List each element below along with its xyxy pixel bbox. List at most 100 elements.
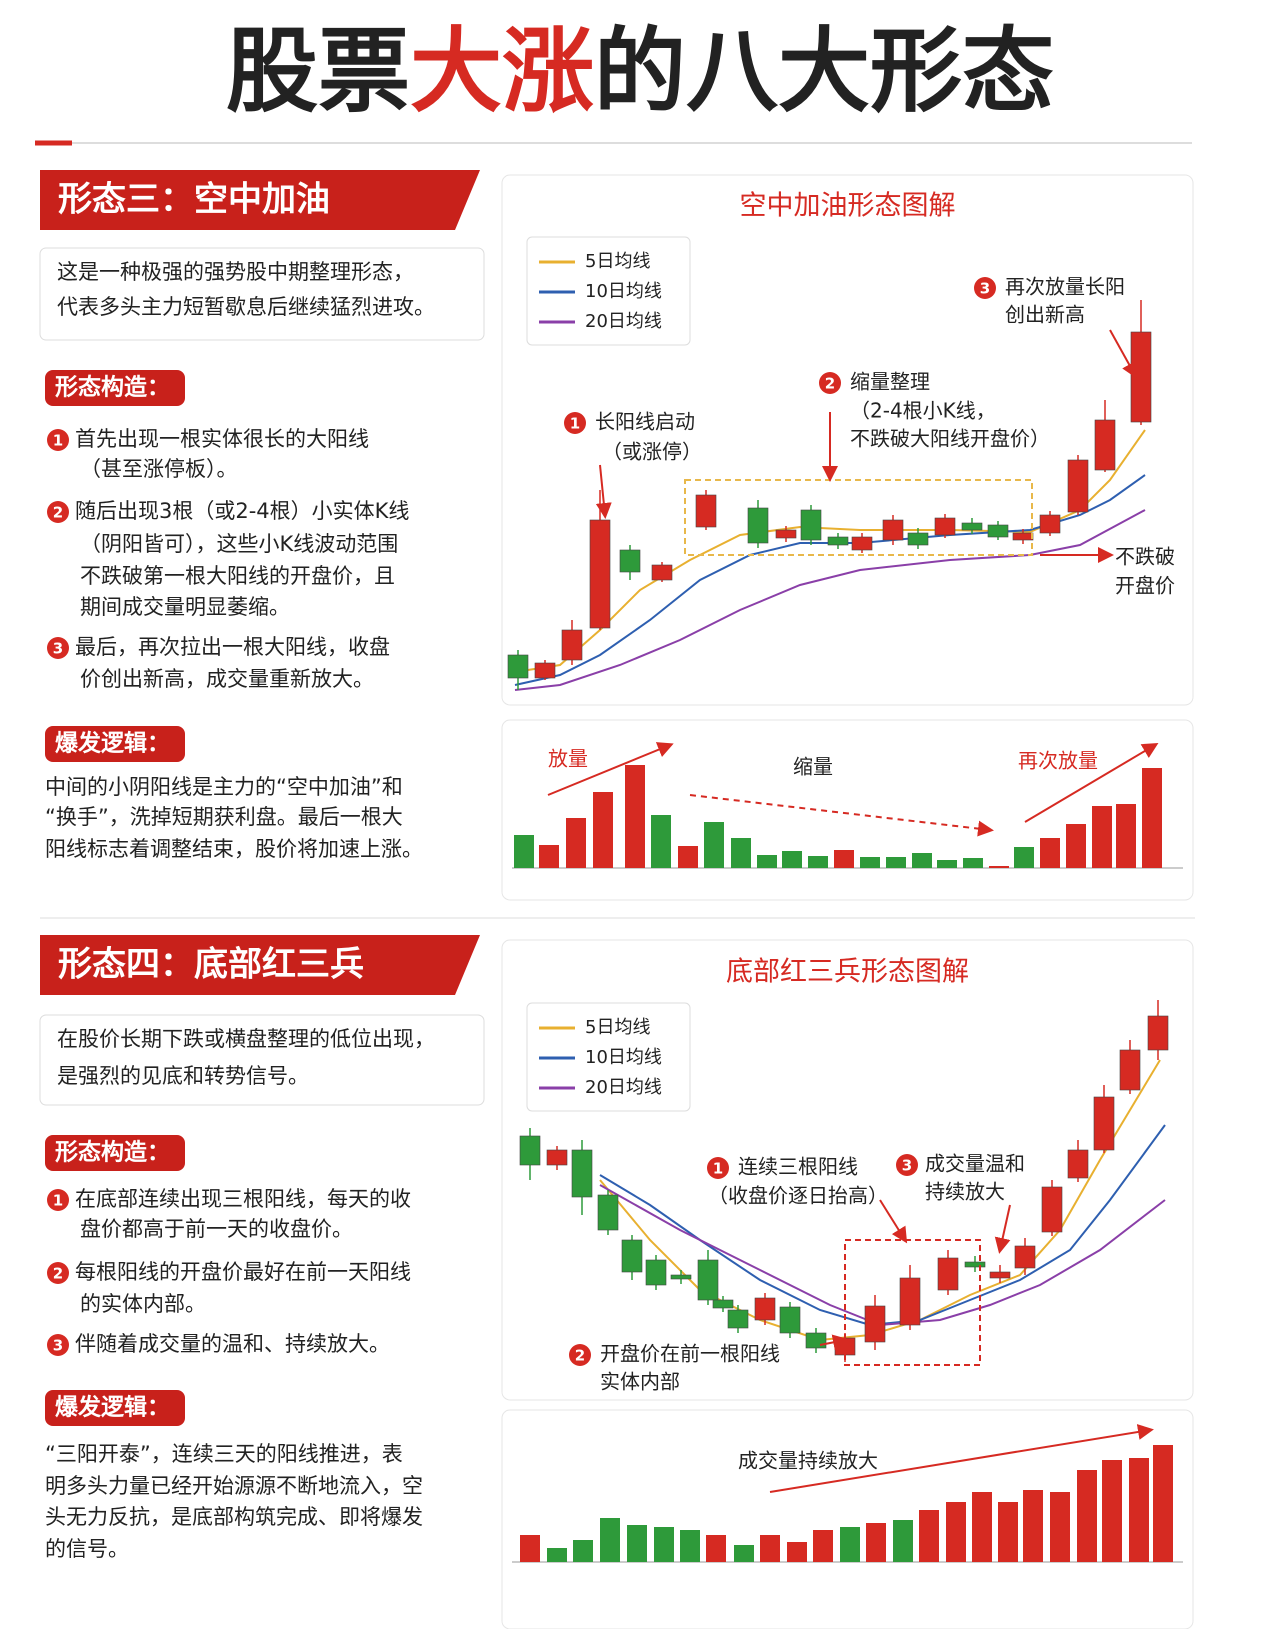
intro-box (39, 1014, 485, 1106)
annotation: 开盘价 (1115, 574, 1175, 598)
label-pill (45, 1135, 185, 1171)
title-part: 的八大形态 (594, 18, 1054, 125)
legend-label: 5日均线 (585, 251, 650, 272)
volume-bar (706, 1535, 726, 1562)
candle-body (882, 519, 904, 541)
structure-line: 期间成交量明显萎缩。 (80, 595, 290, 619)
section-label: 形态构造： (55, 374, 170, 401)
candle-body (651, 564, 673, 581)
candle-body (989, 1271, 1011, 1279)
volume-label: 成交量持续放大 (738, 1449, 878, 1473)
structure-line: 不跌破第一根大阳线的开盘价，且 (80, 564, 395, 588)
volume-bar (787, 1542, 807, 1562)
candle-body (1119, 1049, 1141, 1091)
volume-bar (600, 1518, 620, 1562)
logic-line: 阳线标志着调整结束，股价将加速上涨。 (45, 837, 423, 861)
volume-bar (813, 1530, 833, 1562)
annotation: 创出新高 (1005, 303, 1085, 327)
volume-bar (1129, 1458, 1149, 1562)
candle-body (519, 1135, 541, 1166)
volume-bar (1092, 806, 1112, 868)
intro-box (39, 247, 485, 341)
number-badge (47, 429, 69, 451)
structure-line: 最后，再次拉出一根大阳线，收盘 (75, 635, 390, 659)
volume-bar (757, 855, 777, 868)
annotation: （或涨停） (602, 440, 702, 464)
logic-line: “三阳开泰”，连续三天的阳线推进，表 (45, 1442, 403, 1466)
candle-body (597, 1194, 619, 1231)
logic-line: 头无力反抗，是底部构筑完成、即将爆发 (45, 1505, 423, 1529)
annotation: （2-4根小K线， (850, 399, 996, 423)
candle-body (621, 1239, 643, 1273)
arrow (769, 1424, 1154, 1493)
number: 2 (53, 504, 63, 522)
number-badge (47, 1262, 69, 1284)
legend-box (526, 1002, 691, 1112)
volume-bar (886, 857, 906, 868)
candle-body (571, 1149, 593, 1198)
label-pill (45, 370, 185, 406)
volume-bar (654, 1527, 674, 1562)
volume-bar (678, 846, 698, 868)
intro-line: 代表多头主力短暂歇息后继续猛烈进攻。 (57, 295, 435, 319)
volume-bar (782, 851, 802, 868)
candle-body (546, 1149, 568, 1166)
candle-body (727, 1309, 749, 1329)
candle-body (747, 507, 769, 544)
structure-line: 每根阳线的开盘价最好在前一天阳线 (75, 1260, 411, 1284)
number: 2 (825, 375, 835, 393)
arrow (595, 464, 612, 519)
candle-body (697, 1259, 719, 1301)
volume-bar (547, 1548, 567, 1562)
legend-label: 20日均线 (585, 1077, 662, 1098)
heading-bar (40, 935, 480, 995)
arrow (879, 1199, 908, 1244)
candle-body (1039, 514, 1061, 534)
structure-line: 伴随着成交量的温和、持续放大。 (75, 1332, 390, 1356)
candle-body (779, 1306, 801, 1334)
volume-bar (1066, 824, 1086, 868)
annotation: 再次放量长阳 (1005, 275, 1125, 299)
number-badge (896, 1154, 918, 1176)
volume-bar (1077, 1470, 1097, 1562)
volume-bar (704, 822, 724, 868)
candle-body (827, 536, 849, 546)
candle-body (934, 517, 956, 536)
volume-bar (1050, 1492, 1070, 1562)
section-label: 爆发逻辑： (55, 1394, 170, 1421)
candle-body (987, 524, 1009, 538)
annotation: 开盘价在前一根阳线 (600, 1342, 780, 1366)
annotation: （收盘价逐日抬高） (708, 1184, 888, 1208)
volume-bar (937, 860, 957, 868)
volume-bar (593, 792, 613, 868)
moving-average (514, 509, 1146, 691)
candle-body (507, 654, 529, 679)
number: 3 (902, 1157, 912, 1175)
logic-line: 的信号。 (45, 1537, 129, 1561)
arrow (994, 1204, 1011, 1254)
volume-label: 再次放量 (1018, 749, 1098, 773)
annotation: 长阳线启动 (595, 410, 695, 434)
candle-body (964, 1261, 986, 1268)
number-badge (569, 1344, 591, 1366)
section-label: 形态构造： (55, 1139, 170, 1166)
number: 3 (980, 280, 990, 298)
volume-bar (1153, 1445, 1173, 1562)
label-pill (45, 1390, 185, 1426)
volume-bar (834, 850, 854, 868)
number-badge (564, 412, 586, 434)
volume-bar (919, 1510, 939, 1562)
number-badge (47, 1189, 69, 1211)
volume-bar (1142, 768, 1162, 868)
title-part: 股票 (226, 18, 410, 125)
volume-bar (627, 1525, 647, 1562)
candle-body (864, 1305, 886, 1343)
arrow (819, 1334, 849, 1351)
number-badge (47, 1334, 69, 1356)
number: 3 (53, 640, 63, 658)
volume-bar (566, 818, 586, 868)
number: 1 (713, 1160, 723, 1178)
structure-line: 在底部连续出现三根阳线，每天的收 (75, 1187, 411, 1211)
candle-body (712, 1299, 734, 1309)
